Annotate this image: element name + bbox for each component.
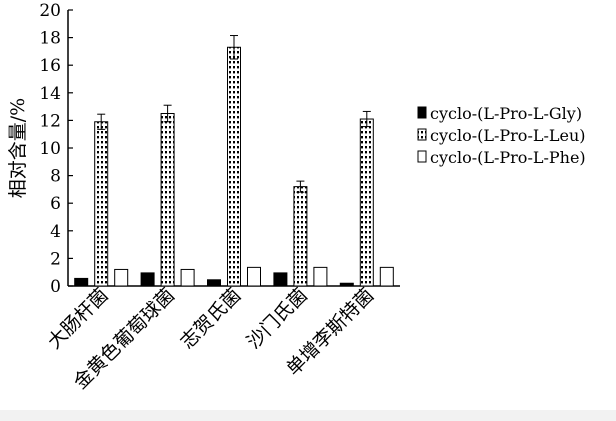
bar-gly [74, 277, 89, 287]
legend-label: cyclo-(L-Pro-L-Phe) [430, 148, 586, 167]
bar-gly [207, 279, 221, 287]
legend: cyclo-(L-Pro-L-Gly) cyclo-(L-Pro-L-Leu) cy… [417, 104, 586, 167]
bar-leu [160, 113, 175, 287]
y-tick-label: 6 [50, 194, 61, 214]
y-tick-label: 10 [39, 139, 61, 159]
plot-area: 0 2 4 6 8 10 12 14 16 18 20 大肠杆菌金黄色葡萄球菌志贺氏菌沙门氏菌单增李… [39, 1, 400, 394]
bar-gly [273, 272, 288, 287]
legend-swatch [417, 106, 427, 119]
y-tick-label: 4 [50, 222, 61, 242]
y-tick-label: 18 [39, 29, 61, 49]
legend-swatch [417, 150, 427, 163]
y-tick-label: 2 [50, 249, 61, 269]
legend-label: cyclo-(L-Pro-L-Gly) [430, 104, 582, 123]
bar-phe [379, 266, 394, 287]
bar-leu [359, 118, 374, 287]
bar-leu [227, 46, 241, 287]
y-tick-label: 8 [50, 167, 61, 187]
legend-label: cyclo-(L-Pro-L-Leu) [430, 126, 586, 145]
x-tick-label: 志贺氏菌 [176, 284, 245, 353]
bar-phe [180, 268, 195, 287]
bar-phe [114, 268, 129, 287]
bar-leu [94, 121, 109, 287]
y-tick-label: 14 [39, 84, 61, 104]
bars [74, 35, 394, 287]
y-tick-label: 16 [39, 56, 61, 76]
y-tick-label: 0 [50, 277, 61, 297]
bar-gly [140, 272, 155, 287]
x-tick-label: 沙门氏菌 [243, 284, 312, 353]
bar-gly [339, 282, 354, 287]
bar-phe [247, 266, 261, 287]
y-ticks: 0 2 4 6 8 10 12 14 16 18 20 [39, 1, 73, 297]
bar-phe [313, 266, 328, 287]
y-tick-label: 20 [39, 1, 61, 21]
y-tick-label: 12 [39, 111, 61, 131]
legend-swatch [417, 128, 427, 141]
bottom-strip [0, 410, 616, 421]
y-axis-label: 相对含量/% [7, 98, 29, 198]
bar-leu [293, 186, 308, 287]
